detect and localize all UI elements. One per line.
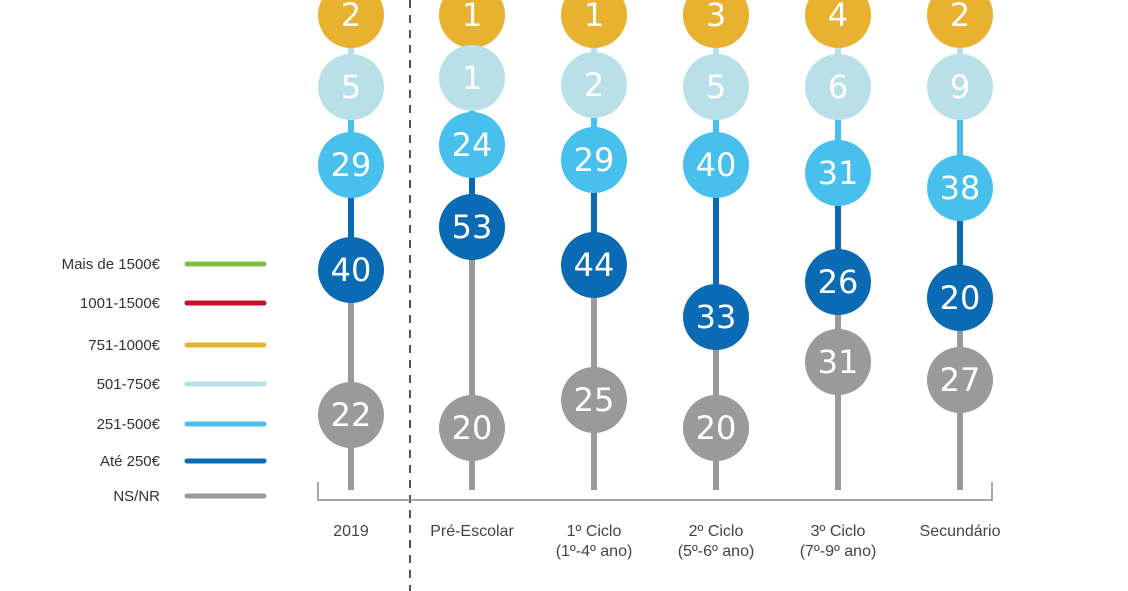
- data-label: 27: [940, 361, 981, 399]
- data-label: 40: [696, 146, 737, 184]
- chart-columns: 2529402211245320122944253540332046312631…: [318, 0, 993, 490]
- column-4: 4 6 31 26 31: [805, 0, 871, 490]
- data-bubble: [439, 45, 505, 111]
- data-bubble: [318, 382, 384, 448]
- legend-label: 501-750€: [97, 376, 161, 393]
- data-label: 2: [584, 66, 604, 104]
- category-label: 2º Ciclo: [689, 523, 744, 540]
- data-bubble: [683, 284, 749, 350]
- axis-bracket-line: [317, 482, 993, 501]
- category-sublabel: (7º-9º ano): [800, 543, 877, 560]
- data-bubble: [683, 54, 749, 120]
- data-label: 29: [574, 141, 615, 179]
- data-bubble: [318, 132, 384, 198]
- data-bubble: [683, 0, 749, 48]
- data-label: 4: [828, 0, 848, 34]
- column-1: 1 1 24 53 20: [439, 0, 505, 490]
- data-label: 24: [452, 126, 493, 164]
- data-bubble: [805, 249, 871, 315]
- data-bubble: [927, 0, 993, 48]
- legend-label: Até 250€: [100, 453, 161, 470]
- data-label: 44: [574, 246, 615, 284]
- data-bubble: [683, 132, 749, 198]
- legend-label: NS/NR: [113, 488, 160, 505]
- legend-label: Mais de 1500€: [62, 256, 161, 273]
- data-bubble: [439, 0, 505, 48]
- data-bubble: [439, 395, 505, 461]
- data-label: 2: [950, 0, 970, 34]
- category-label: Pré-Escolar: [430, 523, 514, 540]
- data-label: 20: [940, 279, 981, 317]
- x-axis-bracket: [317, 482, 993, 501]
- column-5: 2 9 38 20 27: [927, 0, 993, 490]
- legend-label: 251-500€: [97, 416, 161, 433]
- data-bubble: [805, 140, 871, 206]
- data-bubble: [927, 54, 993, 120]
- category-label: 3º Ciclo: [811, 523, 866, 540]
- data-bubble: [439, 194, 505, 260]
- category-labels: 2019 Pré-Escolar 1º Ciclo (1º-4º ano) 2º Cic…: [333, 523, 1000, 560]
- data-label: 5: [341, 68, 361, 106]
- column-2: 1 2 29 44 25: [561, 0, 627, 490]
- data-label: 1: [462, 59, 482, 97]
- column-3: 3 5 40 33 20: [683, 0, 749, 490]
- data-label: 6: [828, 68, 848, 106]
- data-label: 53: [452, 208, 493, 246]
- data-bubble: [805, 54, 871, 120]
- data-label: 31: [818, 154, 859, 192]
- data-bubble: [561, 52, 627, 118]
- column-0: 2 5 29 40 22: [318, 0, 384, 490]
- data-label: 1: [462, 0, 482, 34]
- category-sublabel: (5º-6º ano): [678, 543, 755, 560]
- data-bubble: [927, 347, 993, 413]
- data-bubble: [318, 0, 384, 48]
- data-label: 40: [331, 251, 372, 289]
- data-bubble: [683, 395, 749, 461]
- data-bubble: [561, 232, 627, 298]
- data-label: 31: [818, 343, 859, 381]
- category-label: 2019: [333, 523, 369, 540]
- data-bubble: [561, 127, 627, 193]
- data-bubble: [439, 112, 505, 178]
- data-label: 3: [706, 0, 726, 34]
- data-label: 9: [950, 68, 970, 106]
- data-bubble: [927, 155, 993, 221]
- data-bubble: [805, 0, 871, 48]
- data-label: 20: [696, 409, 737, 447]
- data-bubble: [805, 329, 871, 395]
- data-label: 20: [452, 409, 493, 447]
- category-label: Secundário: [920, 523, 1001, 540]
- legend-label: 1001-1500€: [80, 295, 161, 312]
- category-sublabel: (1º-4º ano): [556, 543, 633, 560]
- data-label: 29: [331, 146, 372, 184]
- data-label: 25: [574, 381, 615, 419]
- data-label: 38: [940, 169, 981, 207]
- data-bubble: [318, 237, 384, 303]
- data-bubble: [318, 54, 384, 120]
- data-label: 5: [706, 68, 726, 106]
- data-label: 26: [818, 263, 859, 301]
- data-label: 22: [331, 396, 372, 434]
- data-bubble: [927, 265, 993, 331]
- data-label: 33: [696, 298, 737, 336]
- category-label: 1º Ciclo: [567, 523, 622, 540]
- legend: Mais de 1500€ 1001-1500€ 751-1000€ 501-750€…: [62, 256, 267, 505]
- data-bubble: [561, 0, 627, 48]
- legend-label: 751-1000€: [88, 337, 160, 354]
- data-bubble: [561, 367, 627, 433]
- data-label: 1: [584, 0, 604, 34]
- data-label: 2: [341, 0, 361, 34]
